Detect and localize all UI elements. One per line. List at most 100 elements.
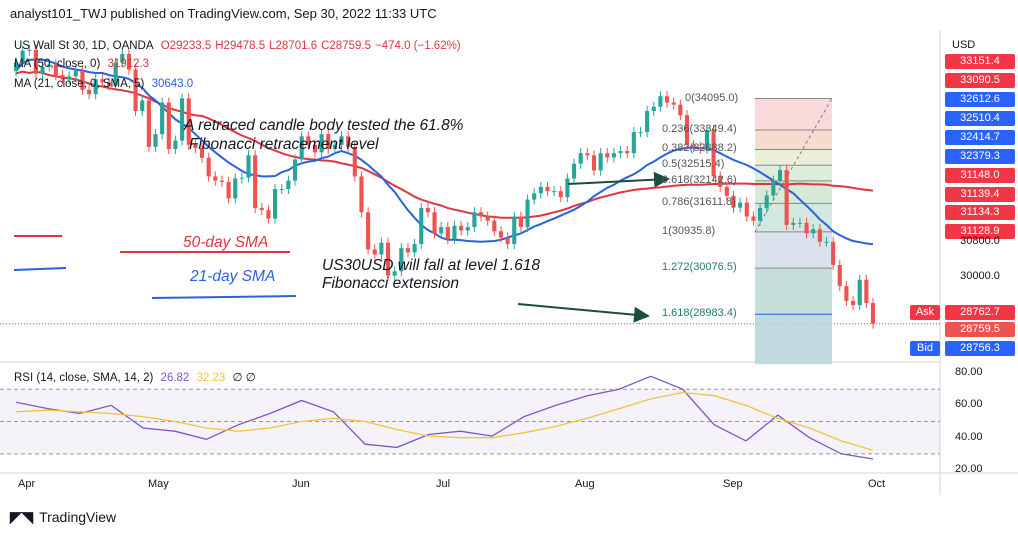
candle-body xyxy=(698,146,703,149)
price-tick: 30800.0 xyxy=(960,235,1000,247)
candle-body xyxy=(552,191,557,193)
candle-body xyxy=(618,151,623,154)
candle-body xyxy=(525,199,530,228)
candle-body xyxy=(13,62,19,71)
candle-body xyxy=(273,189,278,219)
candle-body xyxy=(126,53,131,70)
candle-body xyxy=(352,146,357,177)
candle-body xyxy=(199,148,205,158)
candle-body xyxy=(425,208,430,213)
candle-body xyxy=(239,177,244,179)
candle-body xyxy=(857,279,862,306)
fib-level-label: 0.786(31611.8) xyxy=(662,196,736,209)
candle-body xyxy=(140,100,145,111)
candle-body xyxy=(631,132,636,154)
fib-zone xyxy=(755,314,832,365)
ohlc-high: H29478.5 xyxy=(215,40,266,52)
tradingview-logo[interactable]: ◤◥ TradingView xyxy=(10,508,116,526)
fib-zone xyxy=(755,268,832,315)
fib-level-label: 0(34095.0) xyxy=(685,91,739,104)
candle-body xyxy=(20,50,25,63)
rsi-extra: ∅ ∅ xyxy=(232,372,256,384)
rsi-tick: 60.00 xyxy=(955,398,983,411)
candle-body xyxy=(571,163,577,179)
candle-body xyxy=(359,176,364,213)
candle-body xyxy=(532,193,537,200)
candle-body xyxy=(764,195,769,209)
rsi-tick: 40.00 xyxy=(955,430,983,443)
candle-body xyxy=(784,170,789,225)
price-tick: 31139.4 xyxy=(945,187,1015,202)
candle-body xyxy=(326,134,331,149)
candle-body xyxy=(605,153,610,158)
fib-level-label: 0.382(32888.2) xyxy=(662,142,737,155)
price-tick: 32414.7 xyxy=(945,130,1015,145)
price-tick: 32510.4 xyxy=(945,111,1015,126)
candle-body xyxy=(645,110,650,133)
annotation-fall-line1: US30USD will fall at level 1.618 xyxy=(322,257,540,274)
fib-zone xyxy=(755,98,832,130)
candle-body xyxy=(824,241,829,243)
candle-body xyxy=(545,186,550,192)
candle-body xyxy=(738,202,743,208)
bid-tag: Bid xyxy=(910,341,940,356)
fib-trend-line xyxy=(754,98,833,233)
candle-body xyxy=(379,242,384,255)
ohlc-change: −474.0 (−1.62%) xyxy=(374,40,461,52)
candle-body xyxy=(439,227,444,234)
rsi-value: 26.82 xyxy=(160,372,190,384)
ask-tag: Ask xyxy=(910,305,940,320)
candle-body xyxy=(851,300,856,306)
candle-body xyxy=(870,303,876,324)
candle-body xyxy=(113,62,118,86)
candle-body xyxy=(817,229,822,242)
ask-price: 28762.7 xyxy=(945,305,1015,320)
candle-body xyxy=(253,155,258,209)
candle-body xyxy=(485,216,490,221)
ohlc-low: L28701.6 xyxy=(269,40,318,52)
price-tick: 32612.6 xyxy=(945,92,1015,107)
price-tick: 31128.9 xyxy=(945,224,1015,239)
time-tick: May xyxy=(148,478,169,490)
candle-body xyxy=(492,220,497,232)
candle-body xyxy=(432,212,437,234)
time-tick: Apr xyxy=(18,478,36,490)
rsi-tick: 80.00 xyxy=(955,366,983,379)
rsi-legend[interactable]: RSI (14, close, SMA, 14, 2) 26.82 32.23 … xyxy=(14,370,260,384)
candle-body xyxy=(259,208,264,211)
annotation-fall-line2: Fibonacci extension xyxy=(322,275,459,292)
candle-body xyxy=(405,248,411,253)
time-tick: Jun xyxy=(292,478,310,490)
candle-body xyxy=(724,186,729,196)
price-tick: 31134.3 xyxy=(945,205,1015,220)
candle-body xyxy=(266,210,271,219)
candle-body xyxy=(133,69,138,111)
candle-body xyxy=(598,153,603,171)
price-tick: 28759.5 xyxy=(945,322,1015,337)
candle-body xyxy=(512,216,517,244)
fib-zone xyxy=(755,165,832,181)
annotation-21-sma: 21-day SMA xyxy=(190,268,276,285)
candle-body xyxy=(671,102,676,105)
candle-body xyxy=(758,208,763,221)
annotation-retrace-line1: A retraced candle body tested the 61.8% xyxy=(184,117,464,134)
candle-body xyxy=(445,227,450,239)
candle-body xyxy=(498,231,504,238)
candle-body xyxy=(718,176,723,187)
ma21-legend[interactable]: MA (21, close, 0, SMA, 5) 30643.0 xyxy=(14,78,197,90)
candle-body xyxy=(339,136,344,145)
candle-body xyxy=(286,180,291,190)
candle-body xyxy=(558,191,563,198)
candle-body xyxy=(478,212,484,217)
candle-body xyxy=(47,64,52,67)
publisher-header: analyst101_TWJ published on TradingView.… xyxy=(10,6,437,21)
fib-level-label: 1.618(28983.4) xyxy=(662,307,737,320)
fib-zone xyxy=(755,149,832,166)
candle-body xyxy=(219,180,225,182)
candle-body xyxy=(518,216,523,228)
ma50-legend[interactable]: MA (50, close, 0) 31912.3 xyxy=(14,58,153,70)
candle-body xyxy=(452,225,457,239)
candle-body xyxy=(306,136,311,145)
ma21-line xyxy=(15,58,874,246)
